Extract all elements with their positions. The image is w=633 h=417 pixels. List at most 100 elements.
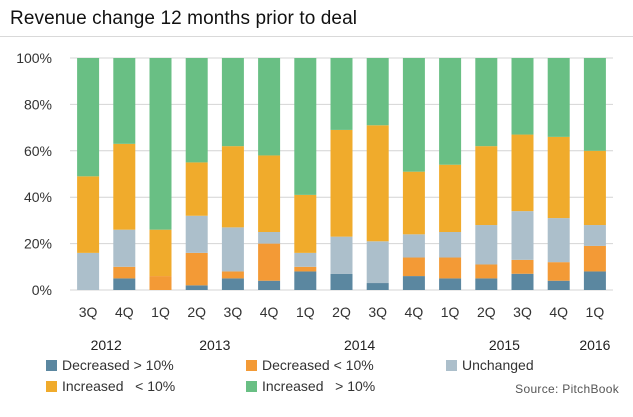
bar-segment-5: [439, 58, 462, 165]
x-tick-label: 1Q: [151, 304, 170, 320]
bar-segment-1: [113, 278, 136, 290]
legend-label: Decreased > 10%: [62, 357, 174, 373]
bar-segment-3: [113, 229, 136, 267]
bar-segment-1: [439, 278, 462, 290]
bar-segment-2: [511, 259, 534, 274]
bar-segment-3: [366, 241, 389, 284]
bar-segment-5: [77, 58, 100, 177]
bar-segment-2: [583, 245, 606, 272]
legend-swatch: [446, 359, 457, 371]
bar-segment-3: [583, 225, 606, 246]
legend-item: Decreased > 10%: [46, 357, 174, 373]
legend-item: Increased > 10%: [246, 378, 375, 394]
bar-segment-5: [547, 58, 570, 137]
legend-label: Increased < 10%: [62, 378, 176, 394]
x-tick-label: 3Q: [224, 304, 243, 320]
bar-segment-2: [185, 252, 208, 286]
bar-segment-1: [583, 271, 606, 290]
bar-segment-1: [475, 278, 498, 290]
bar-segment-4: [221, 146, 244, 228]
bar-segment-5: [258, 58, 281, 156]
x-tick-label: 3Q: [368, 304, 387, 320]
bar-segment-5: [294, 58, 317, 195]
y-axis-ticks: 0% 20% 40% 60% 80% 100%: [16, 50, 52, 298]
bar-segment-5: [366, 58, 389, 126]
bar-segment-5: [475, 58, 498, 147]
bar-segment-3: [547, 218, 570, 263]
x-tick-label: 4Q: [405, 304, 424, 320]
bar-segment-3: [330, 236, 353, 274]
x-tick-label: 1Q: [586, 304, 605, 320]
bar-segment-4: [547, 136, 570, 219]
y-tick-label: 0%: [32, 282, 52, 298]
y-tick-label: 40%: [24, 189, 52, 205]
legend-item: Unchanged: [446, 357, 534, 373]
x-tick-label: 3Q: [513, 304, 532, 320]
bar-segment-3: [258, 232, 281, 244]
legend-swatch: [246, 359, 257, 371]
legend-label: Unchanged: [462, 357, 534, 373]
bar-segment-1: [185, 285, 208, 290]
x-axis-years: 2012 2013 2014 2015 2016: [91, 337, 611, 353]
bars: [77, 58, 606, 290]
source-note: Source: PitchBook: [515, 382, 619, 396]
legend-label: Decreased < 10%: [262, 357, 374, 373]
bar-segment-3: [439, 232, 462, 258]
x-tick-label: 2Q: [187, 304, 206, 320]
bar-segment-4: [475, 146, 498, 226]
y-tick-label: 60%: [24, 143, 52, 159]
bar-segment-2: [113, 266, 136, 279]
bar-segment-4: [77, 176, 100, 253]
bar-segment-3: [185, 215, 208, 253]
bar-segment-1: [511, 273, 534, 290]
legend-swatch: [46, 359, 57, 371]
x-tick-label: 2Q: [477, 304, 496, 320]
bar-segment-3: [221, 227, 244, 272]
bar-segment-4: [185, 162, 208, 216]
x-tick-label: 3Q: [79, 304, 98, 320]
legend-swatch: [246, 380, 257, 392]
x-tick-label: 1Q: [296, 304, 315, 320]
bar-segment-4: [511, 134, 534, 212]
x-tick-label: 2Q: [332, 304, 351, 320]
bar-segment-3: [294, 252, 317, 267]
year-label: 2014: [344, 337, 375, 353]
bar-segment-4: [113, 143, 136, 230]
bar-segment-3: [402, 234, 425, 258]
bar-segment-4: [402, 171, 425, 235]
bar-segment-1: [330, 273, 353, 290]
x-tick-label: 1Q: [441, 304, 460, 320]
legend-item: Increased < 10%: [46, 378, 175, 394]
x-tick-label: 4Q: [115, 304, 134, 320]
y-tick-label: 100%: [16, 50, 52, 66]
bar-segment-1: [547, 280, 570, 290]
bar-segment-2: [221, 271, 244, 279]
bar-segment-4: [258, 155, 281, 232]
bar-segment-5: [330, 58, 353, 130]
bar-segment-4: [583, 150, 606, 226]
bar-segment-1: [402, 276, 425, 290]
legend-label: Increased > 10%: [262, 378, 376, 394]
bar-segment-2: [294, 266, 317, 272]
bar-segment-2: [547, 262, 570, 281]
year-label: 2016: [579, 337, 610, 353]
x-axis-ticks: 3Q 4Q 1Q 2Q 3Q 4Q 1Q 2Q 3Q 4Q 1Q 2Q 3Q 4Q 1Q: [79, 304, 605, 320]
x-tick-label: 4Q: [260, 304, 279, 320]
x-tick-label: 4Q: [549, 304, 568, 320]
bar-segment-2: [258, 243, 281, 281]
bar-segment-1: [366, 283, 389, 290]
bar-segment-3: [475, 225, 498, 265]
bar-segment-5: [185, 58, 208, 163]
bar-segment-4: [366, 125, 389, 242]
year-label: 2015: [489, 337, 520, 353]
bar-segment-2: [439, 257, 462, 279]
bar-segment-5: [221, 58, 244, 147]
bar-segment-5: [511, 58, 534, 135]
y-tick-label: 20%: [24, 236, 52, 252]
bar-segment-4: [439, 164, 462, 232]
chart-title: Revenue change 12 months prior to deal: [10, 8, 358, 29]
bar-segment-2: [402, 257, 425, 277]
bar-segment-5: [149, 58, 172, 230]
bar-segment-3: [77, 252, 100, 290]
bar-segment-1: [294, 271, 317, 290]
